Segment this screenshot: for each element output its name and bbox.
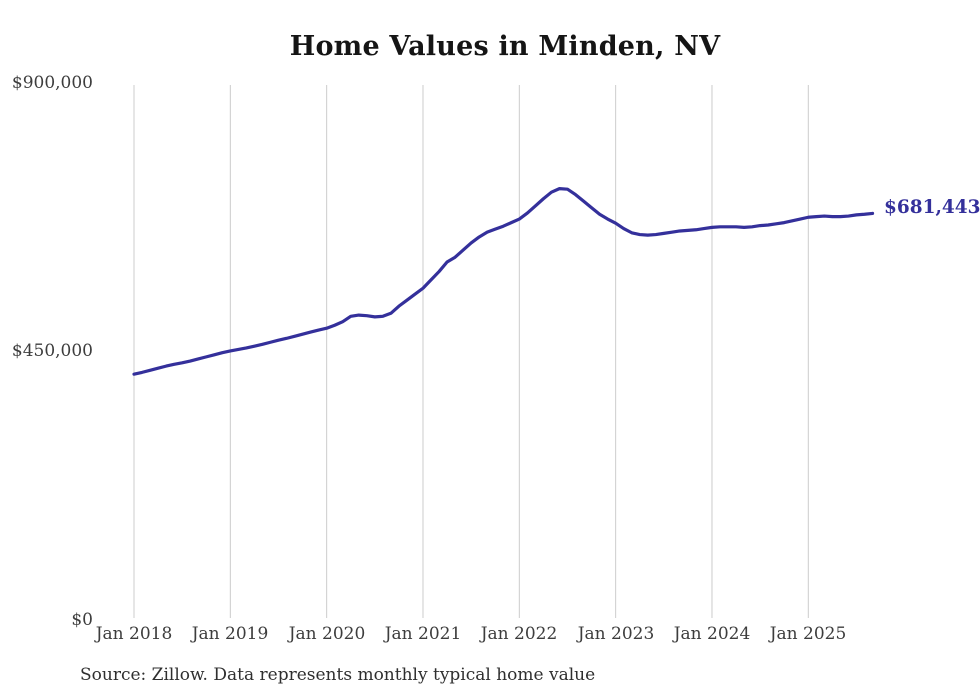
home-value-line: [132, 187, 875, 376]
x-axis-tick-jan-2021: Jan 2021: [384, 624, 462, 644]
x-axis-tick-jan-2024: Jan 2024: [673, 624, 751, 644]
chart-title: Home Values in Minden, NV: [289, 31, 721, 62]
latest-value-label: $681,443: [884, 197, 980, 218]
x-axis-tick-jan-2025: Jan 2025: [769, 624, 847, 644]
y-axis-tick-0: $0: [71, 610, 93, 630]
x-axis-tick-jan-2020: Jan 2020: [288, 624, 366, 644]
x-axis-tick-jan-2023: Jan 2023: [577, 624, 655, 644]
y-axis-tick-900000: $900,000: [11, 73, 93, 93]
x-axis-tick-jan-2022: Jan 2022: [480, 624, 558, 644]
x-axis-tick-jan-2018: Jan 2018: [95, 624, 173, 644]
source-note: Source: Zillow. Data represents monthly …: [80, 665, 596, 685]
x-axis-tick-jan-2019: Jan 2019: [191, 624, 269, 644]
y-axis-tick-450000: $450,000: [11, 341, 93, 361]
